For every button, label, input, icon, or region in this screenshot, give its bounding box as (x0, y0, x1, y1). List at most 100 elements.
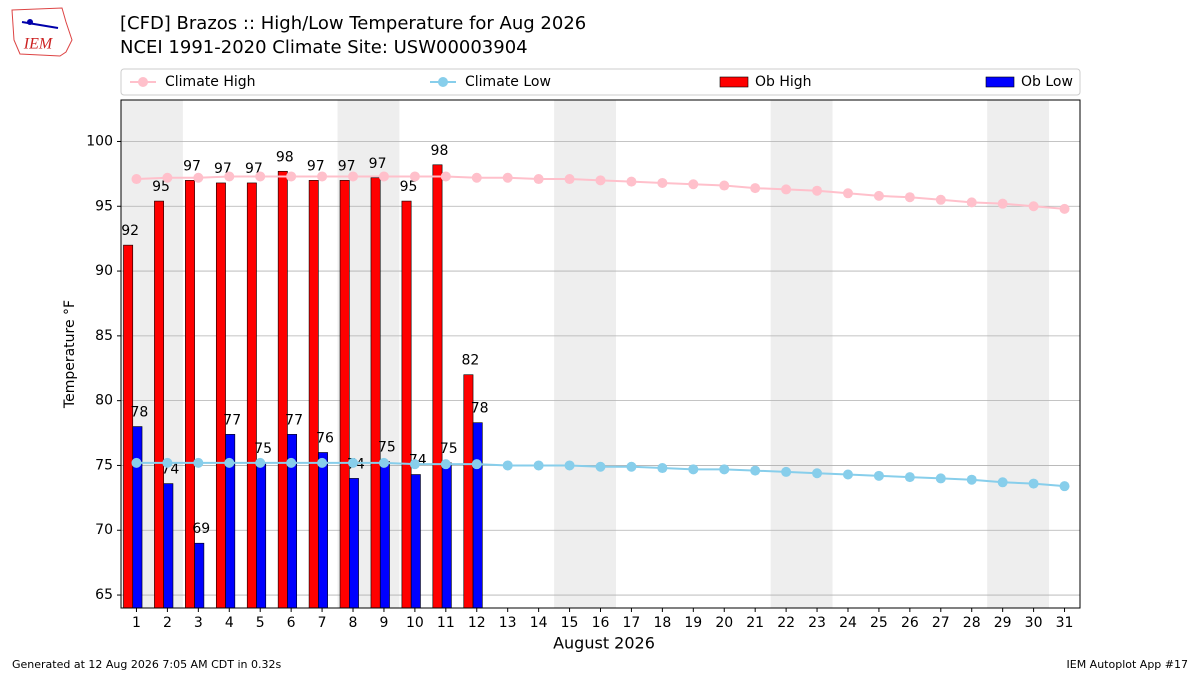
climate-point (873, 470, 884, 481)
x-tick-label: 17 (623, 615, 641, 631)
x-tick-label: 19 (684, 615, 702, 631)
climate-point (966, 197, 977, 208)
legend-swatch (719, 76, 749, 88)
data-label: 98 (276, 149, 294, 165)
climate-point (348, 457, 359, 468)
climate-point (564, 460, 575, 471)
climate-point (719, 180, 730, 191)
y-tick-label: 100 (86, 133, 113, 149)
climate-point (750, 465, 761, 476)
x-tick-label: 11 (437, 615, 455, 631)
x-tick-label: 2 (163, 615, 172, 631)
climate-point (131, 457, 142, 468)
climate-point (595, 461, 606, 472)
climate-point (224, 457, 235, 468)
bar (194, 542, 205, 609)
data-label: 75 (378, 440, 396, 456)
climate-point (502, 460, 513, 471)
climate-point (471, 459, 482, 470)
x-tick-label: 31 (1056, 615, 1074, 631)
climate-point (595, 175, 606, 186)
climate-point (1059, 481, 1070, 492)
data-label: 98 (431, 143, 449, 159)
data-label: 77 (223, 412, 241, 428)
bar (410, 474, 421, 609)
climate-point (812, 468, 823, 479)
y-axis-label: Temperature °F (62, 300, 78, 409)
x-tick-label: 4 (225, 615, 234, 631)
legend-label: Ob High (755, 74, 812, 90)
bar (256, 462, 267, 609)
data-label: 75 (440, 441, 458, 457)
bar (132, 426, 143, 609)
x-tick-label: 29 (994, 615, 1012, 631)
climate-point (812, 185, 823, 196)
climate-point (966, 474, 977, 485)
data-label: 69 (192, 521, 210, 537)
chart-subtitle: NCEI 1991-2020 Climate Site: USW00003904 (120, 37, 528, 58)
climate-point (533, 174, 544, 185)
legend-label: Climate High (165, 74, 256, 90)
data-label: 92 (121, 223, 139, 239)
bar (472, 422, 483, 609)
climate-point (378, 457, 389, 468)
bar (308, 180, 319, 609)
climate-point (193, 172, 204, 183)
climate-point (533, 460, 544, 471)
climate-point (286, 171, 297, 182)
data-label: 95 (152, 179, 170, 195)
logo: IEM (11, 7, 73, 57)
weekend-shade (554, 100, 616, 608)
x-tick-label: 25 (870, 615, 888, 631)
climate-point (781, 466, 792, 477)
legend-label: Climate Low (465, 74, 551, 90)
y-tick-label: 70 (95, 522, 113, 538)
x-tick-label: 16 (592, 615, 610, 631)
climate-point (255, 457, 266, 468)
climate-point (440, 171, 451, 182)
data-label: 75 (254, 441, 272, 457)
climate-point (162, 172, 173, 183)
climate-point (1028, 478, 1039, 489)
chart-title: [CFD] Brazos :: High/Low Temperature for… (120, 13, 586, 34)
climate-point (657, 177, 668, 188)
x-tick-label: 13 (499, 615, 517, 631)
y-tick-label: 90 (95, 263, 113, 279)
data-label: 82 (461, 353, 479, 369)
data-label: 95 (400, 179, 418, 195)
plot-frame (120, 99, 1081, 609)
legend-marker (438, 77, 448, 87)
weekend-shade (770, 100, 833, 608)
x-tick-label: 14 (530, 615, 548, 631)
bar (379, 461, 390, 609)
x-tick-label: 30 (1025, 615, 1043, 631)
x-tick-label: 7 (318, 615, 327, 631)
x-tick-label: 5 (256, 615, 265, 631)
climate-point (1059, 203, 1070, 214)
x-tick-label: 10 (406, 615, 424, 631)
data-label: 97 (338, 158, 356, 174)
data-label: 78 (130, 405, 148, 421)
y-tick-label: 95 (95, 198, 113, 214)
x-tick-label: 8 (349, 615, 358, 631)
climate-point (842, 469, 853, 480)
footer-left: Generated at 12 Aug 2026 7:05 AM CDT in … (12, 658, 281, 671)
climate-point (904, 472, 915, 483)
climate-point (378, 171, 389, 182)
bar (401, 200, 412, 609)
footer-right: IEM Autoplot App #17 (1067, 658, 1189, 671)
x-tick-label: 3 (194, 615, 203, 631)
bar (246, 182, 257, 609)
weekend-shade (987, 100, 1050, 608)
bar (441, 462, 452, 609)
climate-point (842, 188, 853, 199)
climate-point (131, 174, 142, 185)
climate-point (224, 171, 235, 182)
climate-point (688, 179, 699, 190)
bar (318, 452, 328, 609)
x-tick-label: 27 (932, 615, 950, 631)
climate-point (935, 473, 946, 484)
climate-point (440, 459, 451, 470)
climate-point (688, 464, 699, 475)
